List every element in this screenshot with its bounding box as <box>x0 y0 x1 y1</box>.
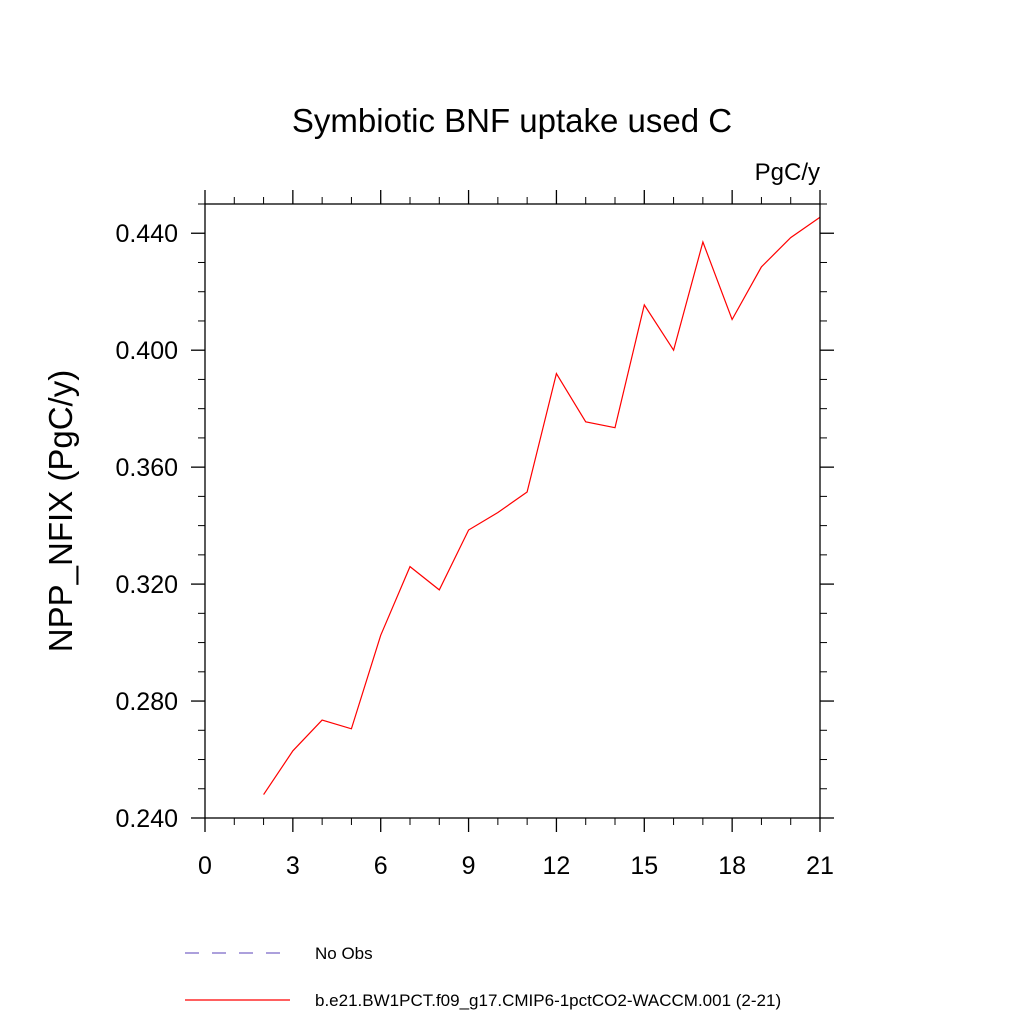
legend-label: No Obs <box>315 944 373 963</box>
x-tick-label: 21 <box>806 852 834 880</box>
x-tick-label: 0 <box>198 852 212 880</box>
x-tick-label: 9 <box>462 852 476 880</box>
series-layer <box>263 216 821 795</box>
y-axis-label: NPP_NFIX (PgC/y) <box>42 370 79 652</box>
y-tick-label: 0.360 <box>115 454 178 482</box>
x-tick-label: 12 <box>543 852 571 880</box>
x-tick-label: 6 <box>374 852 388 880</box>
y-tick-label: 0.400 <box>115 337 178 365</box>
legend-label: b.e21.BW1PCT.f09_g17.CMIP6-1pctCO2-WACCM… <box>315 991 781 1010</box>
x-tick-label: 15 <box>630 852 658 880</box>
units-label: PgC/y <box>755 159 820 186</box>
y-tick-label: 0.320 <box>115 571 178 599</box>
chart-title: Symbiotic BNF uptake used C <box>292 102 732 139</box>
legend: No Obs b.e21.BW1PCT.f09_g17.CMIP6-1pctCO2… <box>185 944 781 1010</box>
y-tick-label: 0.240 <box>115 805 178 833</box>
x-tick-label: 3 <box>286 852 300 880</box>
series-line <box>263 216 821 795</box>
y-tick-label: 0.440 <box>115 220 178 248</box>
ticks-layer: 0 3 6 9 12 15 18 21 0.240 0.280 0.320 0.360 0.400 0.4… <box>115 190 834 880</box>
plot-frame <box>204 203 821 819</box>
y-tick-label: 0.280 <box>115 688 178 716</box>
x-tick-label: 18 <box>718 852 746 880</box>
